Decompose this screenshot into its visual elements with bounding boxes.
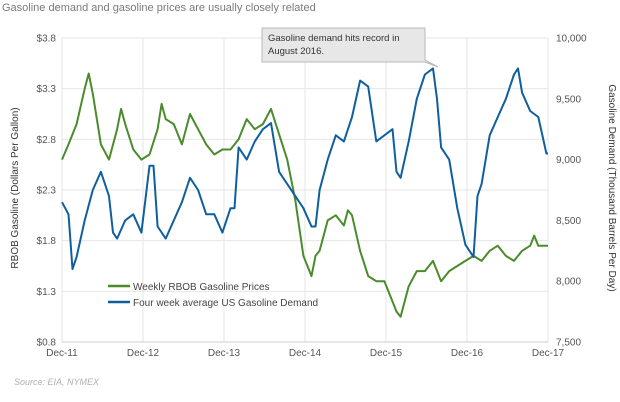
x-tick-label: Dec-12 xyxy=(127,348,160,359)
series-line-gasoline-demand xyxy=(61,67,548,270)
y-right-tick-label: 7,500 xyxy=(556,338,581,349)
x-tick-label: Dec-13 xyxy=(208,348,241,359)
chart-title: Gasoline demand and gasoline prices are … xyxy=(2,2,316,14)
y-right-tick-label: 9,000 xyxy=(556,155,581,166)
annotation-line-1: Gasoline demand hits record in xyxy=(268,33,400,44)
legend-label-demand: Four week average US Gasoline Demand xyxy=(133,298,318,309)
gridlines xyxy=(61,37,549,343)
annotation-callout xyxy=(261,27,439,68)
y-right-tick-label: 10,000 xyxy=(556,34,587,45)
y-left-tick-label: $0.8 xyxy=(37,338,57,349)
legend: Weekly RBOB Gasoline Prices Four week av… xyxy=(108,282,318,309)
x-axis-ticks: Dec-11 Dec-12 Dec-13 Dec-14 Dec-15 Dec-16 Dec-… xyxy=(46,348,564,359)
series-line-gasoline-prices xyxy=(61,72,548,318)
y-left-tick-label: $1.3 xyxy=(37,287,57,298)
y-left-tick-label: $1.8 xyxy=(37,236,57,247)
y-left-tick-label: $2.3 xyxy=(37,186,57,197)
legend-label-price: Weekly RBOB Gasoline Prices xyxy=(133,282,270,293)
x-tick-label: Dec-11 xyxy=(46,348,78,359)
source-note: Source: EIA, NYMEX xyxy=(14,377,100,387)
y-left-tick-label: $3.3 xyxy=(37,84,57,95)
y-left-tick-label: $2.8 xyxy=(37,135,57,146)
y-left-axis-label: RBOB Gasoline (Dollars Per Gallon) xyxy=(10,107,21,268)
annotation-line-2: August 2016. xyxy=(268,46,324,57)
y-right-tick-label: 8,500 xyxy=(556,216,581,227)
y-right-axis-label: Gasoline Demand (Thousand Barrels Per Da… xyxy=(606,84,617,291)
y-right-tick-label: 9,500 xyxy=(556,94,581,105)
x-tick-label: Dec-16 xyxy=(451,348,484,359)
series-lines xyxy=(61,67,548,318)
x-tick-label: Dec-15 xyxy=(370,348,403,359)
y-right-tick-label: 8,000 xyxy=(556,277,581,288)
x-tick-label: Dec-17 xyxy=(532,348,565,359)
annotation-box: Gasoline demand hits record in August 20… xyxy=(261,27,439,68)
x-tick-label: Dec-14 xyxy=(289,348,322,359)
y-left-tick-label: $3.8 xyxy=(37,34,57,45)
y-left-axis-ticks: $0.8 $1.3 $1.8 $2.3 $2.8 $3.3 $3.8 xyxy=(37,34,57,349)
y-right-axis-ticks: 7,500 8,000 8,500 9,000 9,500 10,000 xyxy=(556,34,587,349)
